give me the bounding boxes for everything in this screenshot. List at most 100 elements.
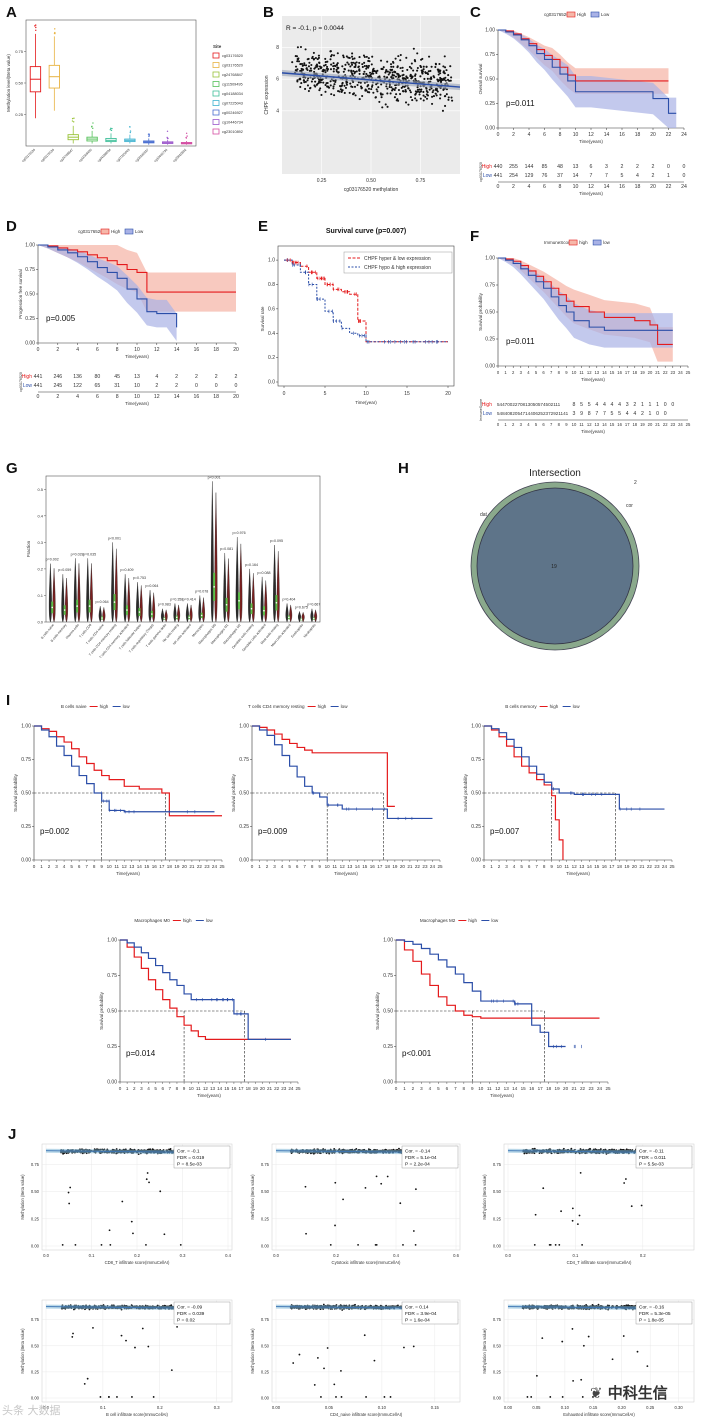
scatter-point (392, 74, 396, 77)
scatter-point (443, 72, 446, 75)
scatter-point (426, 94, 430, 97)
violin-p-value: p=0.753 (133, 576, 146, 580)
x-tick-label: cg11509495 (78, 148, 93, 163)
scatter-point (292, 1362, 295, 1364)
scatter-point (339, 88, 342, 91)
scatter-point (422, 94, 425, 97)
violin-median (101, 617, 103, 619)
x-tick-label: 0.30 (675, 1405, 684, 1410)
risk-row-name: High (482, 402, 493, 408)
outlier-point (34, 25, 36, 27)
scatter-point (323, 64, 326, 67)
risk-value: 65 (95, 383, 101, 389)
box-2 (48, 28, 60, 111)
scatter-point (332, 65, 335, 68)
violin-shape (314, 609, 318, 623)
risk-value: 8 (588, 411, 591, 417)
legend-label: cg23010892 (222, 130, 243, 134)
legend-key-high (100, 228, 110, 235)
x-tick-label: 4 (513, 864, 516, 869)
stats-box (173, 1145, 231, 1169)
y-tick-label: 0.75 (493, 1162, 502, 1167)
violin-shape (276, 551, 280, 623)
violin-shape (86, 558, 90, 623)
legend-label-high: high (183, 918, 192, 923)
legend-label-low: Low (135, 229, 144, 234)
violin-median (126, 609, 128, 611)
x-axis-label: Time(years) (197, 1093, 221, 1098)
x-tick-label: 17 (538, 1086, 544, 1091)
violin-median (88, 605, 91, 607)
scatter-point (383, 75, 386, 78)
x-tick-label: 17 (377, 864, 383, 869)
violin-median (275, 601, 278, 604)
risk-value: 2 (155, 383, 158, 389)
km-subpanel-1: B cells naive high low 0.00 0.25 0.50 0.75 1.00… (13, 704, 225, 876)
scatter-point (108, 1396, 110, 1398)
scatter-point (305, 1232, 307, 1235)
low-survival-curve (484, 725, 665, 810)
x-axis-label: CD8_T infiltrate score(ImmuCellAI) (105, 1260, 170, 1265)
scatter-point (419, 75, 422, 78)
scatter-point (388, 85, 391, 89)
outlier-point (35, 29, 37, 31)
x-tick-label: 24 (662, 864, 668, 869)
scatter-subpanel-4: 0.00 0.25 0.50 0.75 0.0 0.1 0.2 0.3 B cell infil… (20, 1299, 233, 1417)
violin-shape (164, 609, 168, 623)
risk-x-tick: 5 (535, 422, 538, 427)
y-tick-label: 0.00 (239, 858, 249, 864)
scatter-point (599, 1148, 602, 1150)
violin-14 (210, 481, 218, 623)
scatter-point (406, 68, 409, 71)
y-tick-label: 0.75 (485, 52, 495, 58)
x-tick-label: 20 (182, 864, 188, 869)
x-tick-label: 14 (587, 864, 593, 869)
box-5 (105, 127, 117, 144)
scatter-point (408, 65, 411, 69)
violin-p-value: p=0.164 (245, 563, 258, 567)
y-tick-label: 0.50 (485, 77, 495, 83)
x-tick-label: 25 (437, 864, 443, 869)
x-tick-label: 15 (144, 864, 150, 869)
risk-value: 10 (134, 383, 140, 389)
scatter-point (429, 77, 432, 80)
scatter-point (362, 54, 366, 57)
scatter-point (403, 1346, 405, 1349)
chart-title: Survival curve (p=0.007) (326, 228, 406, 235)
violin-16 (235, 537, 243, 623)
scatter-point (100, 1244, 103, 1246)
x-tick-label: 18 (632, 370, 637, 375)
scatter-point (576, 1223, 579, 1226)
legend-key (212, 109, 220, 116)
scatter-point (375, 88, 378, 91)
scatter-point (390, 65, 393, 68)
violin-p-value: p=0.976 (232, 531, 245, 535)
x-tick-label: 7 (535, 864, 538, 869)
violin-shape (114, 548, 118, 623)
scatter-point (320, 66, 323, 69)
risk-x-tick: 2 (56, 394, 59, 400)
violin-shape (273, 545, 277, 623)
y-axis-label: Methylation level(Beta value) (6, 54, 11, 112)
scatter-point (412, 1345, 415, 1348)
legend-label: cg03176520 (222, 64, 243, 68)
scatter-point (99, 1396, 102, 1398)
x-tick-label: 8 (93, 864, 96, 869)
x-tick-label: 0.3 (180, 1253, 186, 1258)
x-tick-label: 5 (520, 864, 523, 869)
stats-box (635, 1145, 693, 1169)
scatter-point (355, 61, 358, 64)
x-tick-label: 19 (253, 1086, 259, 1091)
scatter-point (308, 61, 311, 64)
violin-shape (77, 563, 81, 623)
scatter-point (322, 81, 325, 84)
risk-value: 13 (134, 374, 140, 380)
scatter-point (130, 1220, 133, 1223)
y-tick-label: 0.25 (485, 101, 495, 107)
x-tick-label: 2 (48, 864, 51, 869)
x-tick-label: Plasma cells (65, 623, 80, 640)
y-axis-label: Methylation (Beta value) (482, 1328, 487, 1374)
violin-p-value: p=0.983 (158, 603, 171, 607)
x-tick-label: 15 (521, 1086, 527, 1091)
